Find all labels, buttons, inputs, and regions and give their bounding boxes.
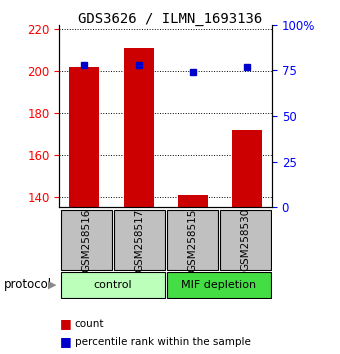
Bar: [69, 67, 99, 354]
Bar: [61, 272, 165, 298]
Bar: [178, 194, 208, 354]
Text: ▶: ▶: [49, 280, 57, 290]
Text: GSM258515: GSM258515: [187, 208, 197, 272]
Text: count: count: [75, 319, 104, 329]
Bar: [123, 48, 153, 354]
Bar: [114, 210, 165, 270]
Text: control: control: [93, 280, 132, 290]
Bar: [220, 210, 271, 270]
Text: GSM258517: GSM258517: [134, 208, 144, 272]
Text: GSM258530: GSM258530: [240, 208, 251, 272]
Text: MIF depletion: MIF depletion: [181, 280, 256, 290]
Text: protocol: protocol: [3, 279, 52, 291]
Bar: [167, 272, 271, 298]
Bar: [233, 130, 262, 354]
Text: GDS3626 / ILMN_1693136: GDS3626 / ILMN_1693136: [78, 12, 262, 27]
Text: percentile rank within the sample: percentile rank within the sample: [75, 337, 251, 347]
Text: ■: ■: [59, 318, 71, 330]
Bar: [167, 210, 218, 270]
Text: ■: ■: [59, 335, 71, 348]
Bar: [61, 210, 112, 270]
Text: GSM258516: GSM258516: [81, 208, 91, 272]
